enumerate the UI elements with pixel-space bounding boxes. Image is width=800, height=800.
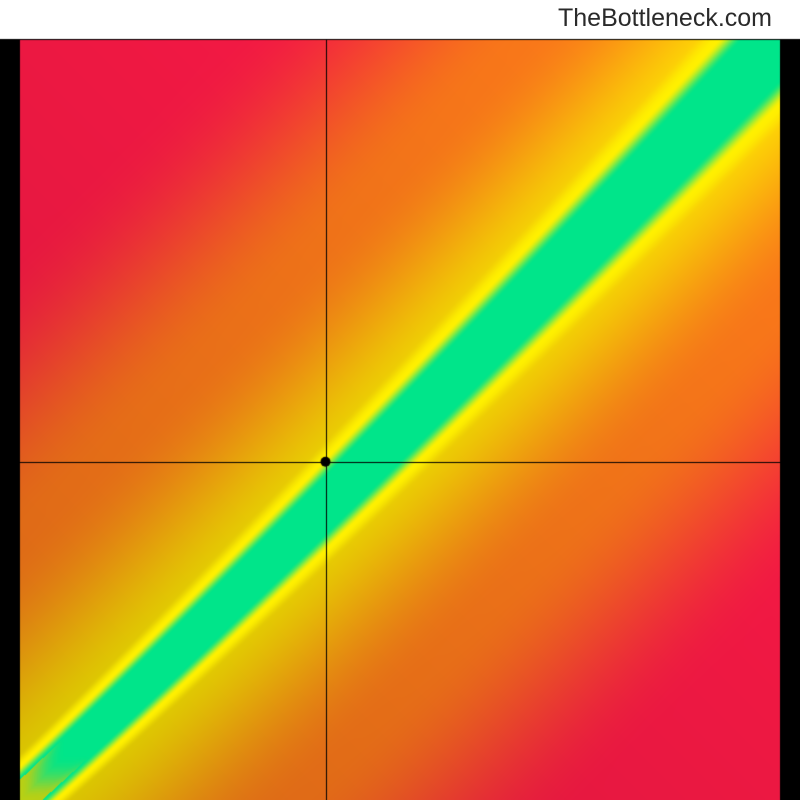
watermark-text: TheBottleneck.com [558,4,772,33]
heatmap-canvas [0,0,800,800]
chart-container: TheBottleneck.com [0,0,800,800]
